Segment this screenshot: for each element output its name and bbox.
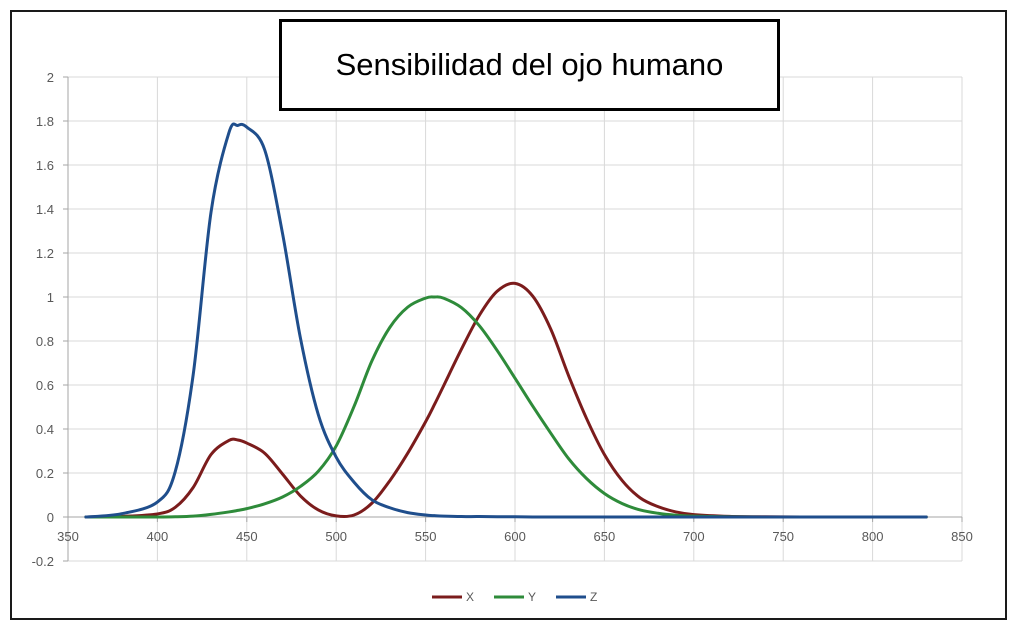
y-tick-label: 1.2 [36,246,54,261]
y-tick-label: 0 [47,510,54,525]
axes [63,76,963,562]
y-tick-label: 2 [47,70,54,85]
y-tick-label: 1 [47,290,54,305]
x-tick-label: 800 [862,529,884,544]
x-tick-labels: 350 400 450 500 550 600 650 700 750 800 850 [57,529,973,544]
y-tick-label: 0.8 [36,334,54,349]
legend-label-y: Y [528,590,536,604]
x-tick-label: 700 [683,529,705,544]
y-tick-label: 1.8 [36,114,54,129]
x-tick-label: 850 [951,529,973,544]
y-tick-label: 0.2 [36,466,54,481]
y-tick-labels: -0.2 0 0.2 0.4 0.6 0.8 1 1.2 1.4 1.6 1.8 2 [32,70,54,569]
y-tick-label: 0.6 [36,378,54,393]
x-tick-label: 550 [415,529,437,544]
grid [68,76,963,562]
chart-title-box: Sensibilidad del ojo humano [279,19,780,111]
x-tick-label: 650 [594,529,616,544]
legend-label-z: Z [590,590,597,604]
x-tick-label: 450 [236,529,258,544]
series-lines [84,122,928,519]
chart-title: Sensibilidad del ojo humano [335,47,724,82]
x-tick-label: 400 [147,529,169,544]
x-tick-label: 600 [504,529,526,544]
y-tick-label: 1.4 [36,202,54,217]
legend-label-x: X [466,590,474,604]
y-tick-label: 0.4 [36,422,54,437]
x-tick-label: 500 [325,529,347,544]
legend: X Y Z [432,590,597,604]
y-tick-label: 1.6 [36,158,54,173]
series-line-z [84,122,928,519]
series-line-y [84,295,928,519]
y-tick-label: -0.2 [32,554,54,569]
x-tick-label: 350 [57,529,79,544]
x-tick-label: 750 [772,529,794,544]
series-line-x [84,281,928,519]
